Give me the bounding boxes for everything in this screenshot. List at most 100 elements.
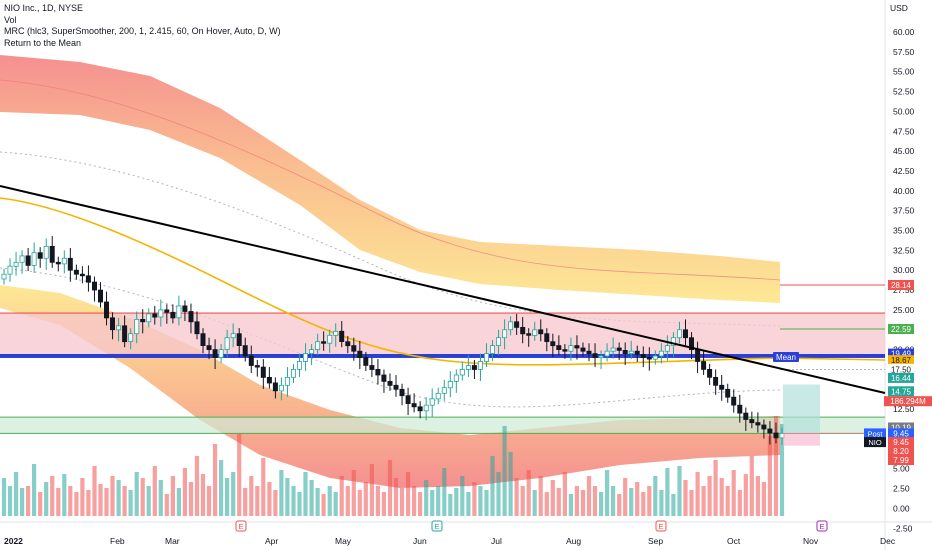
candle xyxy=(37,247,43,268)
volume-bar xyxy=(122,486,127,516)
candle xyxy=(152,305,158,325)
mrc-upper-mid xyxy=(0,79,781,281)
volume-bar xyxy=(363,482,368,516)
svg-text:7.99: 7.99 xyxy=(893,456,909,465)
price-tag: 8.20 xyxy=(888,445,914,456)
candle xyxy=(13,251,19,276)
candle xyxy=(92,276,98,302)
candle xyxy=(104,291,110,326)
candle xyxy=(737,394,743,423)
volume-bar xyxy=(556,488,561,516)
price-tick: 50.00 xyxy=(893,106,915,116)
mean-label: Mean xyxy=(773,351,799,362)
candle xyxy=(616,342,622,360)
candle xyxy=(713,369,719,395)
candle xyxy=(743,407,749,431)
candle xyxy=(43,238,49,270)
price-tag: 16.44 xyxy=(888,372,914,383)
legend-mrc-indicator[interactable]: MRC (hlc3, SuperSmoother, 200, 1, 2.415,… xyxy=(4,26,281,36)
candle xyxy=(495,329,501,356)
svg-text:NIO: NIO xyxy=(868,438,882,447)
svg-text:9.45: 9.45 xyxy=(893,429,909,438)
candle xyxy=(773,422,779,444)
volume-bar xyxy=(74,492,79,516)
candle xyxy=(387,373,393,391)
candle xyxy=(592,343,598,368)
price-tick: -2.50 xyxy=(893,523,913,533)
candle xyxy=(230,323,236,348)
candle xyxy=(98,282,104,308)
volume-bar xyxy=(749,456,754,516)
volume-bar xyxy=(255,486,260,516)
earnings-marker[interactable]: E xyxy=(655,520,667,532)
svg-text:8.20: 8.20 xyxy=(893,447,909,456)
volume-bar xyxy=(424,480,429,516)
candle xyxy=(670,332,676,358)
candle xyxy=(260,359,266,389)
candle xyxy=(538,319,544,342)
candle xyxy=(284,367,290,397)
earnings-marker[interactable]: E xyxy=(235,520,247,532)
volume-bar xyxy=(267,482,272,516)
candle xyxy=(236,328,242,358)
volume-bar xyxy=(707,476,712,516)
price-tick: 37.50 xyxy=(893,206,915,216)
volume-bar xyxy=(412,486,417,516)
time-tick: Feb xyxy=(110,536,125,546)
candle xyxy=(140,309,146,334)
target-box-loss xyxy=(783,433,820,446)
volume-bar xyxy=(20,488,25,516)
volume-bar xyxy=(1,478,7,516)
candle xyxy=(254,359,260,377)
candle xyxy=(302,343,308,372)
candle xyxy=(224,329,230,358)
time-tick: Apr xyxy=(265,536,278,546)
volume-bar xyxy=(158,480,163,516)
volume-bar xyxy=(225,478,230,516)
candle xyxy=(411,393,417,413)
candle xyxy=(520,317,526,344)
legend-volume[interactable]: Vol xyxy=(4,14,17,25)
volume-bar xyxy=(26,486,31,516)
volume-bar xyxy=(773,416,779,516)
candle xyxy=(128,328,134,350)
candle xyxy=(423,397,429,421)
price-axis: USD 60.00 57.50 55.00 52.50 50.00 47.50 45.00 42… xyxy=(890,3,915,533)
volume-bar xyxy=(62,474,67,516)
earnings-marker[interactable]: E xyxy=(816,520,828,532)
candle xyxy=(85,265,91,292)
volume-bar xyxy=(484,490,489,516)
mrc-lower-dotted xyxy=(0,267,781,408)
volume-bar xyxy=(357,490,362,516)
legend-return-to-mean[interactable]: Return to the Mean xyxy=(4,37,82,48)
volume-bar xyxy=(454,488,459,516)
candle xyxy=(116,317,122,342)
candle xyxy=(435,387,441,405)
legend-symbol[interactable]: NIO Inc., 1D, NYSE xyxy=(4,3,84,13)
volume-bar xyxy=(490,456,495,516)
price-tick: 47.50 xyxy=(893,126,915,136)
volume-bar xyxy=(219,460,224,516)
candle xyxy=(375,359,381,385)
volume-bar xyxy=(321,494,326,516)
volume-bar xyxy=(695,472,700,516)
volume-bar xyxy=(713,460,718,516)
earnings-marker[interactable]: E xyxy=(431,520,443,532)
candle xyxy=(610,337,616,359)
volume-bar xyxy=(243,488,248,516)
candle xyxy=(188,303,194,334)
svg-text:186.294M: 186.294M xyxy=(890,397,926,406)
volume-bar xyxy=(755,476,760,516)
mrc-lower-band xyxy=(0,285,780,488)
volume-bar xyxy=(206,486,212,516)
mean-band xyxy=(0,353,885,358)
volume-bar xyxy=(671,494,676,516)
volume-bar xyxy=(514,478,519,516)
candle xyxy=(393,375,399,397)
volume-bar xyxy=(279,470,284,516)
volume-bar xyxy=(532,490,537,516)
candle xyxy=(278,377,284,401)
volume-bar xyxy=(134,472,139,516)
